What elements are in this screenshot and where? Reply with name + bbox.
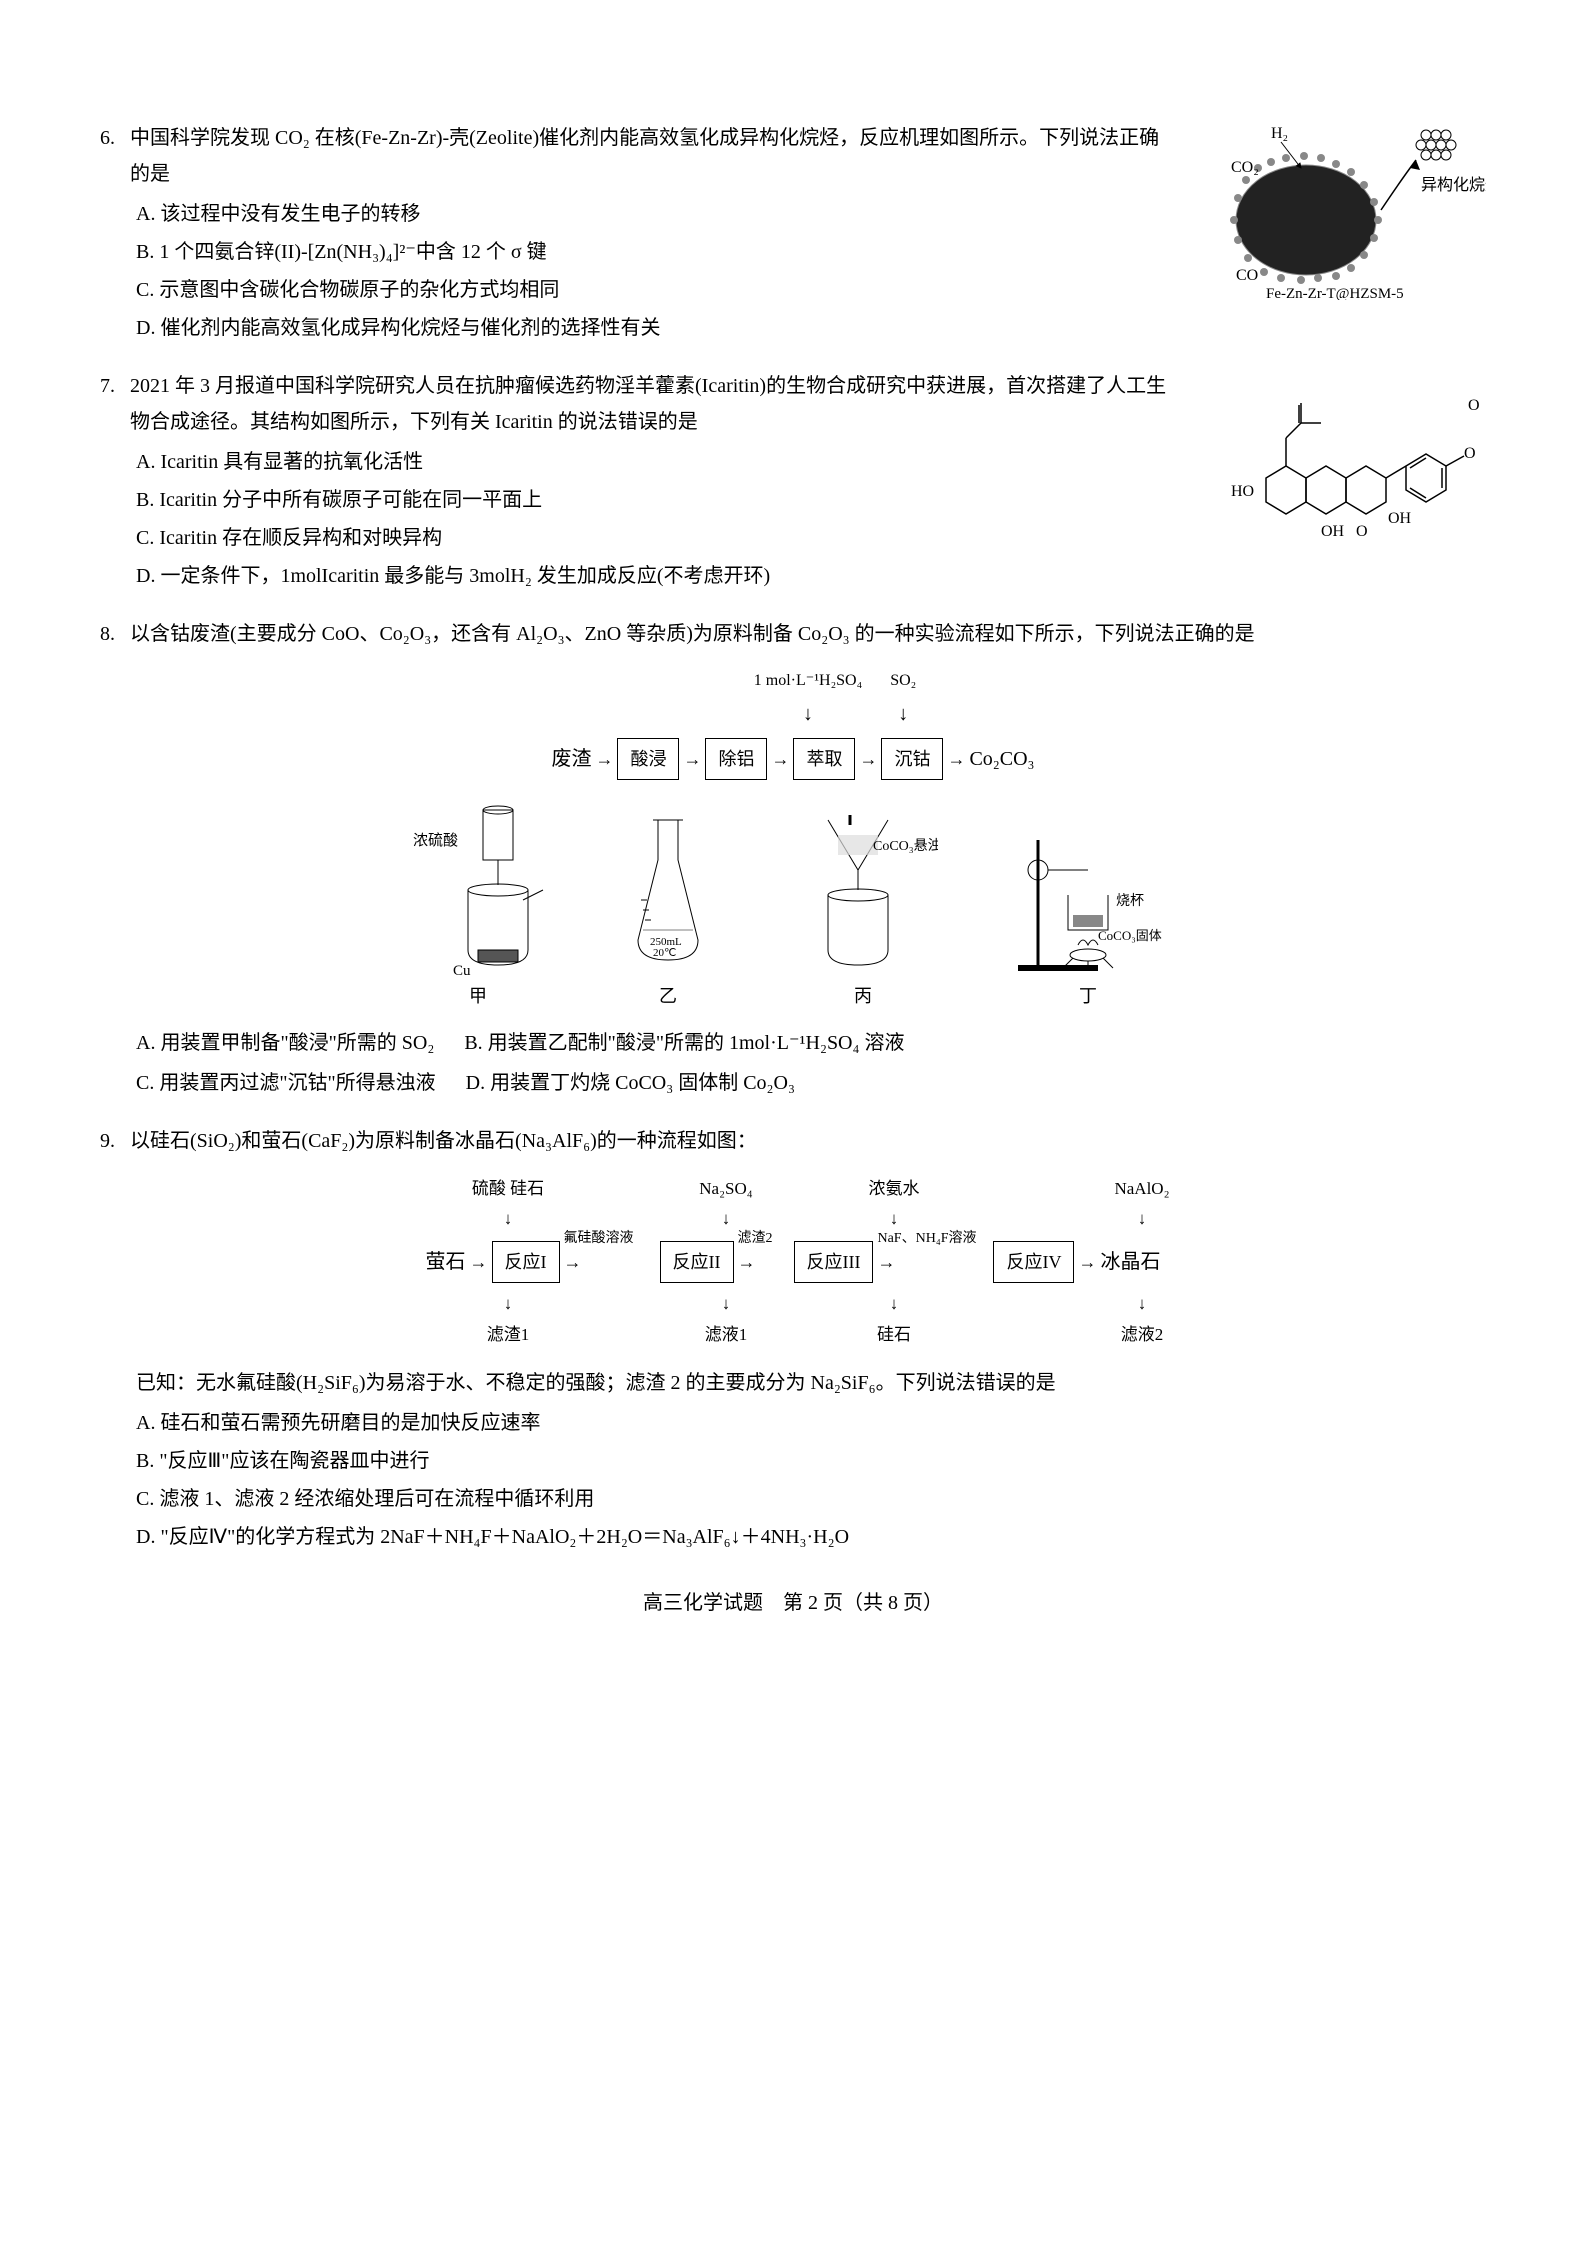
svg-text:CoCO₃固体: CoCO₃固体 xyxy=(1098,928,1162,943)
q9-known: 已知：无水氟硅酸(H₂SiF₆)为易溶于水、不稳定的强酸；滤渣 2 的主要成分为… xyxy=(100,1365,1486,1401)
q9-options: A. 硅石和萤石需预先研磨目的是加快反应速率 B. "反应Ⅲ"应该在陶瓷器皿中进… xyxy=(100,1405,1486,1555)
q8-flow-step1: 酸浸 xyxy=(617,738,679,780)
q8-option-d: D. 用装置丁灼烧 CoCO₃ 固体制 Co₂O₃ xyxy=(466,1065,795,1101)
q9-bot4: 滤液2 xyxy=(1121,1320,1164,1351)
q9-top2: Na₂SO₄ xyxy=(699,1174,752,1205)
q9-top4: NaAlO₂ xyxy=(1114,1174,1169,1205)
question-8: 8. 以含钴废渣(主要成分 CoO、Co₂O₃，还含有 Al₂O₃、ZnO 等杂… xyxy=(100,616,1486,1103)
page-footer: 高三化学试题 第 2 页（共 8 页） xyxy=(100,1585,1486,1621)
q8-flow-end: Co₂CO₃ xyxy=(969,741,1034,777)
svg-text:O: O xyxy=(1356,523,1368,540)
q8-apparatus: 浓硫酸 Cu 甲 250mL 20℃ 乙 xyxy=(100,800,1486,1012)
svg-text:Fe-Zn-Zr-T@HZSM-5: Fe-Zn-Zr-T@HZSM-5 xyxy=(1266,286,1404,300)
apparatus-bing: CoCO₃悬浊液 丙 xyxy=(788,800,938,1012)
q8-flow-input2: SO₂ xyxy=(890,667,916,696)
svg-text:异构化烷烃: 异构化烷烃 xyxy=(1421,176,1486,194)
q6-stem: 中国科学院发现 CO₂ 在核(Fe-Zn-Zr)-壳(Zeolite)催化剂内能… xyxy=(130,120,1166,192)
q7-diagram: HO O OH OH O O xyxy=(1206,368,1486,560)
q7-option-d: D. 一定条件下，1molIcaritin 最多能与 3molH₂ 发生加成反应… xyxy=(136,558,1486,594)
q9-start: 萤石 xyxy=(426,1244,466,1280)
q8-flow-step4: 沉钴 xyxy=(881,738,943,780)
svg-text:烧杯: 烧杯 xyxy=(1116,893,1144,909)
q9-r1: 反应I xyxy=(492,1241,560,1283)
q7-stem: 2021 年 3 月报道中国科学院研究人员在抗肿瘤候选药物淫羊藿素(Icarit… xyxy=(130,368,1186,440)
question-7: HO O OH OH O O 7. 2021 年 3 月报道中国科学院研究人员在… xyxy=(100,368,1486,596)
svg-text:CO: CO xyxy=(1236,267,1258,284)
q9-option-c: C. 滤液 1、滤液 2 经浓缩处理后可在流程中循环利用 xyxy=(136,1481,1486,1517)
svg-text:HO: HO xyxy=(1231,483,1254,500)
svg-text:H₂: H₂ xyxy=(1271,125,1288,142)
q6-option-d: D. 催化剂内能高效氢化成异构化烷烃与催化剂的选择性有关 xyxy=(136,310,1486,346)
q8-number: 8. xyxy=(100,616,130,652)
q8-stem: 以含钴废渣(主要成分 CoO、Co₂O₃，还含有 Al₂O₃、ZnO 等杂质)为… xyxy=(130,616,1486,652)
q8-option-c: C. 用装置丙过滤"沉钴"所得悬浊液 xyxy=(136,1065,436,1101)
q8-options: A. 用装置甲制备"酸浸"所需的 SO₂ B. 用装置乙配制"酸浸"所需的 1m… xyxy=(100,1023,1486,1103)
q9-r3: 反应III xyxy=(794,1241,874,1283)
svg-text:O: O xyxy=(1464,445,1476,462)
q8-option-a: A. 用装置甲制备"酸浸"所需的 SO₂ xyxy=(136,1025,434,1061)
apparatus-jia-label: 甲 xyxy=(408,980,548,1012)
q6-number: 6. xyxy=(100,120,130,156)
q8-flow-step3: 萃取 xyxy=(793,738,855,780)
svg-text:CoCO₃悬浊液: CoCO₃悬浊液 xyxy=(873,838,938,854)
q9-bot3: 硅石 xyxy=(877,1320,911,1351)
q8-flow-step2: 除铝 xyxy=(705,738,767,780)
q9-option-b: B. "反应Ⅲ"应该在陶瓷器皿中进行 xyxy=(136,1443,1486,1479)
q9-option-a: A. 硅石和萤石需预先研磨目的是加快反应速率 xyxy=(136,1405,1486,1441)
question-6: H₂ CO₂ CO 异构化烷烃 Fe-Zn-Zr-T@HZSM-5 6. 中国科… xyxy=(100,120,1486,348)
q9-end: 冰晶石 xyxy=(1100,1244,1160,1280)
svg-text:Cu: Cu xyxy=(453,963,471,979)
svg-text:浓硫酸: 浓硫酸 xyxy=(413,832,458,849)
q8-flow-input1: 1 mol·L⁻¹H₂SO₄ xyxy=(754,667,862,696)
apparatus-yi: 250mL 20℃ 乙 xyxy=(608,800,728,1012)
q8-option-b: B. 用装置乙配制"酸浸"所需的 1mol·L⁻¹H₂SO₄ 溶液 xyxy=(464,1025,904,1061)
apparatus-bing-label: 丙 xyxy=(788,980,938,1012)
apparatus-yi-label: 乙 xyxy=(608,980,728,1012)
q9-r4: 反应IV xyxy=(993,1241,1074,1283)
q9-r2: 反应II xyxy=(660,1241,734,1283)
q9-stem: 以硅石(SiO₂)和萤石(CaF₂)为原料制备冰晶石(Na₃AlF₆)的一种流程… xyxy=(130,1123,1486,1159)
q9-flow: 硫酸 硅石↓ Na₂SO₄↓ 浓氨水↓ NaAlO₂↓ 萤石 → 反应I 氟硅酸… xyxy=(100,1174,1486,1351)
svg-text:OH: OH xyxy=(1321,523,1345,540)
q8-flow-start: 废渣 xyxy=(551,741,591,777)
q7-number: 7. xyxy=(100,368,130,404)
icaritin-structure-svg: HO O OH OH O O xyxy=(1206,368,1486,548)
svg-text:O: O xyxy=(1468,397,1480,414)
svg-text:CO₂: CO₂ xyxy=(1231,159,1259,176)
svg-text:OH: OH xyxy=(1388,510,1412,527)
question-9: 9. 以硅石(SiO₂)和萤石(CaF₂)为原料制备冰晶石(Na₃AlF₆)的一… xyxy=(100,1123,1486,1556)
q8-flow: 1 mol·L⁻¹H₂SO₄↓ SO₂↓ 废渣 → 酸浸 → 除铝 → 萃取 →… xyxy=(100,667,1486,780)
apparatus-ding-label: 丁 xyxy=(998,980,1178,1012)
q9-top3: 浓氨水 xyxy=(869,1174,920,1205)
catalyst-diagram-svg: H₂ CO₂ CO 异构化烷烃 Fe-Zn-Zr-T@HZSM-5 xyxy=(1186,120,1486,300)
q9-top1: 硫酸 硅石 xyxy=(472,1174,544,1205)
q9-bot2: 滤液1 xyxy=(705,1320,748,1351)
svg-text:20℃: 20℃ xyxy=(653,947,676,959)
q9-option-d: D. "反应Ⅳ"的化学方程式为 2NaF＋NH₄F＋NaAlO₂＋2H₂O＝Na… xyxy=(136,1519,1486,1555)
apparatus-ding: 烧杯 CoCO₃固体 丁 xyxy=(998,800,1178,1012)
apparatus-jia: 浓硫酸 Cu 甲 xyxy=(408,800,548,1012)
q6-diagram: H₂ CO₂ CO 异构化烷烃 Fe-Zn-Zr-T@HZSM-5 xyxy=(1186,120,1486,312)
q9-number: 9. xyxy=(100,1123,130,1159)
q9-bot1: 滤渣1 xyxy=(487,1320,530,1351)
